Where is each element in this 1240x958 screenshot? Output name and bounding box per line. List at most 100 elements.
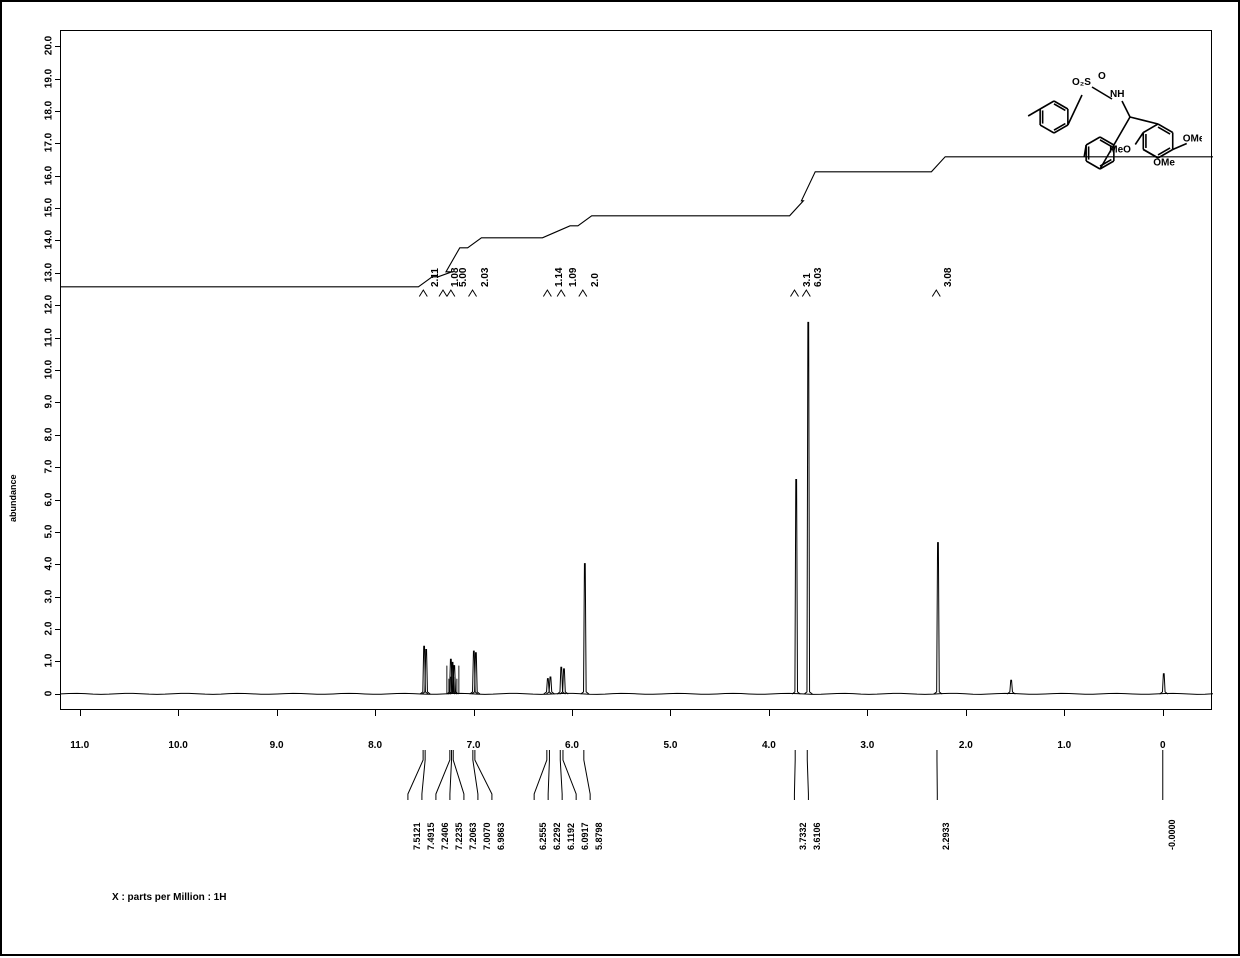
peak-ppm-label: 6.2555: [538, 822, 548, 850]
integral-value: 3.08: [943, 268, 954, 287]
x-tick: [572, 710, 573, 716]
x-tick: [966, 710, 967, 716]
y-tick: [55, 79, 60, 80]
y-tick-label: 5.0: [44, 516, 55, 546]
x-tick: [474, 710, 475, 716]
x-tick-label: 2.0: [946, 740, 986, 751]
x-tick: [1064, 710, 1065, 716]
y-tick: [55, 597, 60, 598]
peak-ppm-label: 6.9863: [496, 822, 506, 850]
integral-value: 1.09: [568, 268, 579, 287]
x-tick: [769, 710, 770, 716]
integral-value: 2.11: [430, 268, 441, 287]
y-tick-label: 17.0: [44, 128, 55, 158]
peak-ppm-label: 5.8798: [594, 822, 604, 850]
y-tick-label: 16.0: [44, 160, 55, 190]
y-tick: [55, 176, 60, 177]
y-tick: [55, 273, 60, 274]
integral-value: 1.14: [554, 268, 565, 287]
y-tick-label: 18.0: [44, 95, 55, 125]
y-tick-label: 9.0: [44, 387, 55, 417]
x-axis-caption: X : parts per Million : 1H: [112, 892, 226, 903]
x-tick-label: 11.0: [60, 740, 100, 751]
y-tick-label: 11.0: [44, 322, 55, 352]
x-tick-label: 3.0: [847, 740, 887, 751]
y-tick: [55, 435, 60, 436]
chemical-structure: O₂S O NH OMe OMe MeO: [1012, 57, 1202, 227]
y-tick-label: 1.0: [44, 646, 55, 676]
svg-text:MeO: MeO: [1109, 145, 1131, 156]
svg-text:OMe: OMe: [1183, 134, 1202, 145]
integral-value: 6.03: [813, 268, 824, 287]
x-tick-label: 10.0: [158, 740, 198, 751]
x-tick-label: 9.0: [257, 740, 297, 751]
svg-text:O: O: [1098, 71, 1106, 82]
peak-ppm-label: 6.2292: [552, 822, 562, 850]
integral-value: 2.0: [590, 273, 601, 287]
y-tick-label: 14.0: [44, 225, 55, 255]
y-tick-label: 15.0: [44, 193, 55, 223]
x-tick-label: 1.0: [1044, 740, 1084, 751]
x-tick-label: 4.0: [749, 740, 789, 751]
y-tick: [55, 532, 60, 533]
integral-value: 3.1: [802, 273, 813, 287]
y-tick: [55, 564, 60, 565]
x-tick: [80, 710, 81, 716]
x-tick-label: 6.0: [552, 740, 592, 751]
peak-ppm-label: 6.1192: [566, 823, 576, 850]
y-tick-label: 7.0: [44, 452, 55, 482]
y-tick-label: 0: [44, 678, 55, 708]
x-tick-label: 5.0: [650, 740, 690, 751]
peak-ppm-label: 3.7332: [798, 822, 808, 850]
peak-ppm-label: -0.0000: [1167, 819, 1177, 850]
y-tick-label: 12.0: [44, 290, 55, 320]
x-tick: [670, 710, 671, 716]
y-tick: [55, 467, 60, 468]
integral-value: 2.03: [480, 268, 491, 287]
y-tick-label: 8.0: [44, 419, 55, 449]
peak-ppm-label: 7.5121: [412, 822, 422, 850]
peak-ppm-label: 6.0917: [580, 822, 590, 850]
y-tick: [55, 694, 60, 695]
y-tick-label: 10.0: [44, 355, 55, 385]
y-tick: [55, 240, 60, 241]
x-tick-label: 8.0: [355, 740, 395, 751]
y-tick-label: 20.0: [44, 31, 55, 61]
x-tick-label: 0: [1143, 740, 1183, 751]
y-tick: [55, 305, 60, 306]
y-tick: [55, 500, 60, 501]
y-tick: [55, 111, 60, 112]
peak-ppm-label: 7.4915: [426, 822, 436, 850]
y-tick-label: 19.0: [44, 63, 55, 93]
peak-ppm-label: 2.2933: [941, 822, 951, 850]
svg-text:OMe: OMe: [1153, 158, 1175, 169]
y-tick: [55, 370, 60, 371]
y-tick-label: 13.0: [44, 257, 55, 287]
integral-value: 5.00: [458, 268, 469, 287]
y-tick-label: 2.0: [44, 614, 55, 644]
x-tick: [178, 710, 179, 716]
peak-ppm-label: 3.6106: [812, 822, 822, 850]
y-tick: [55, 338, 60, 339]
y-tick: [55, 402, 60, 403]
y-tick: [55, 208, 60, 209]
x-tick-label: 7.0: [454, 740, 494, 751]
y-tick-label: 3.0: [44, 581, 55, 611]
y-tick: [55, 46, 60, 47]
peak-ppm-label: 7.2235: [454, 822, 464, 850]
svg-text:NH: NH: [1110, 89, 1124, 100]
svg-text:O₂S: O₂S: [1072, 77, 1091, 88]
x-tick: [277, 710, 278, 716]
x-tick: [375, 710, 376, 716]
nmr-spectrum-figure: abundance X : parts per Million : 1H O₂S…: [0, 0, 1240, 956]
y-tick-label: 6.0: [44, 484, 55, 514]
y-tick-label: 4.0: [44, 549, 55, 579]
x-tick: [867, 710, 868, 716]
y-tick: [55, 661, 60, 662]
peak-ppm-label: 7.2406: [440, 822, 450, 850]
peak-ppm-label: 7.2063: [468, 822, 478, 850]
x-tick: [1163, 710, 1164, 716]
y-tick: [55, 629, 60, 630]
y-axis-label: abundance: [8, 474, 18, 522]
y-tick: [55, 143, 60, 144]
